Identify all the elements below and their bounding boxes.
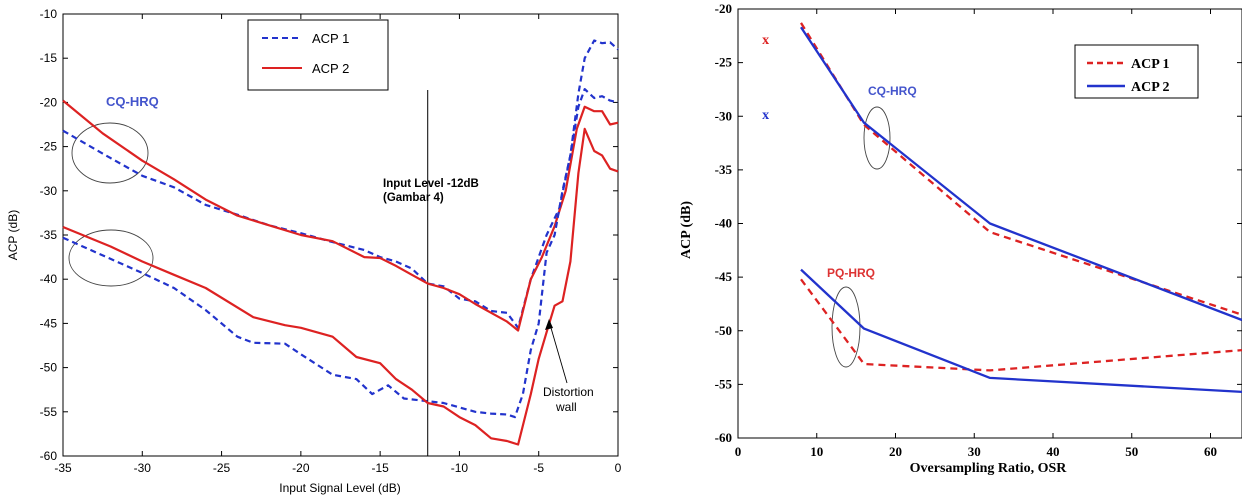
x-tick-label: -20 — [292, 461, 310, 475]
ellipse-lower-group-marker-left — [68, 229, 154, 287]
y-tick-label: -25 — [715, 55, 733, 70]
arrow-distortion-wall — [545, 319, 568, 384]
series-line-acp2-group2 — [62, 127, 619, 446]
y-tick-label: -35 — [715, 162, 733, 177]
x-tick-label: -15 — [371, 461, 389, 475]
x-tick-label: 40 — [1047, 444, 1060, 459]
ellipse-cq-hrq-marker-left — [71, 122, 149, 184]
point-marker-x-1: x — [762, 33, 769, 48]
y-tick-label: -50 — [40, 361, 58, 375]
y-tick-label: -60 — [40, 449, 58, 463]
x-axis-label-left: Input Signal Level (dB) — [279, 481, 400, 495]
y-tick-label: -40 — [715, 216, 732, 231]
series-line-acp1-group2 — [62, 88, 619, 419]
series-line-acp1-group1 — [62, 39, 619, 329]
y-tick-label: -15 — [40, 51, 58, 65]
x-tick-label: -25 — [213, 461, 231, 475]
group-label-pq-hrq-right: PQ-HRQ — [827, 266, 875, 280]
series-line-acp2-group1 — [800, 26, 1242, 322]
x-tick-label: 20 — [889, 444, 902, 459]
y-tick-label: -20 — [715, 1, 732, 16]
y-tick-label: -30 — [40, 184, 58, 198]
chart-right: 0 10 20 30 40 50 60 -60 -55 -50 -45 -40 -35 -30 -25 -20… — [679, 1, 1242, 476]
y-tick-label: -60 — [715, 430, 732, 445]
annotation-distortion-wall-2: wall — [555, 400, 577, 414]
y-tick-label: -10 — [40, 7, 58, 21]
series-line-acp2-group1 — [62, 99, 619, 332]
legend-label-acp2-left: ACP 2 — [312, 61, 349, 76]
x-tick-label: -10 — [451, 461, 469, 475]
x-tick-label: 10 — [810, 444, 823, 459]
y-tick-label: -50 — [715, 323, 732, 338]
y-tick-label: -30 — [715, 108, 732, 123]
ellipse-pq-hrq-marker-right — [831, 286, 861, 368]
ellipse-annotations-left — [68, 122, 154, 287]
ellipse-cq-hrq-marker-right — [863, 106, 891, 170]
point-marker-x-2: x — [762, 108, 769, 123]
x-tick-label: -5 — [533, 461, 544, 475]
legend-label-acp2-right: ACP 2 — [1131, 80, 1170, 95]
annotation-distortion-wall: Distortion — [543, 385, 594, 399]
y-tick-label: -25 — [40, 140, 58, 154]
y-tick-label: -55 — [715, 376, 733, 391]
y-tick-label: -45 — [715, 269, 733, 284]
series-line-acp1-group2 — [800, 278, 1242, 372]
y-tick-label: -35 — [40, 228, 58, 242]
x-tick-label: -30 — [134, 461, 152, 475]
y-tick-label: -45 — [40, 316, 58, 330]
y-axis-label-left: ACP (dB) — [6, 210, 20, 260]
series-line-acp2-group2 — [800, 268, 1242, 394]
group-label-cq-hrq-right: CQ-HRQ — [868, 84, 917, 98]
y-tick-label: -40 — [40, 272, 58, 286]
legend-label-acp1-right: ACP 1 — [1131, 57, 1170, 72]
x-tick-label: 60 — [1204, 444, 1217, 459]
annotation-input-level-ref: (Gambar 4) — [383, 192, 444, 204]
y-axis-label-right: ACP (dB) — [679, 201, 694, 259]
x-tick-label: 0 — [735, 444, 742, 459]
x-axis-label-right: Oversampling Ratio, OSR — [910, 461, 1068, 476]
y-tick-label: -20 — [40, 95, 58, 109]
legend-right: ACP 1 ACP 2 — [1074, 44, 1199, 99]
y-tick-label: -55 — [40, 405, 58, 419]
x-tick-label: 0 — [615, 461, 622, 475]
legend-left: ACP 1 ACP 2 — [247, 19, 389, 91]
x-tick-label: 30 — [968, 444, 981, 459]
chart-left: -35 -30 -25 -20 -15 -10 -5 0-60-55-50-45-40-35-… — [6, 7, 622, 495]
legend-label-acp1-left: ACP 1 — [312, 31, 349, 46]
annotation-input-level: Input Level -12dB — [383, 178, 479, 190]
ellipse-annotations-right — [831, 106, 891, 368]
x-tick-label: 50 — [1125, 444, 1138, 459]
x-tick-label: -35 — [54, 461, 72, 475]
group-label-cq-hrq-left: CQ-HRQ — [106, 94, 159, 109]
